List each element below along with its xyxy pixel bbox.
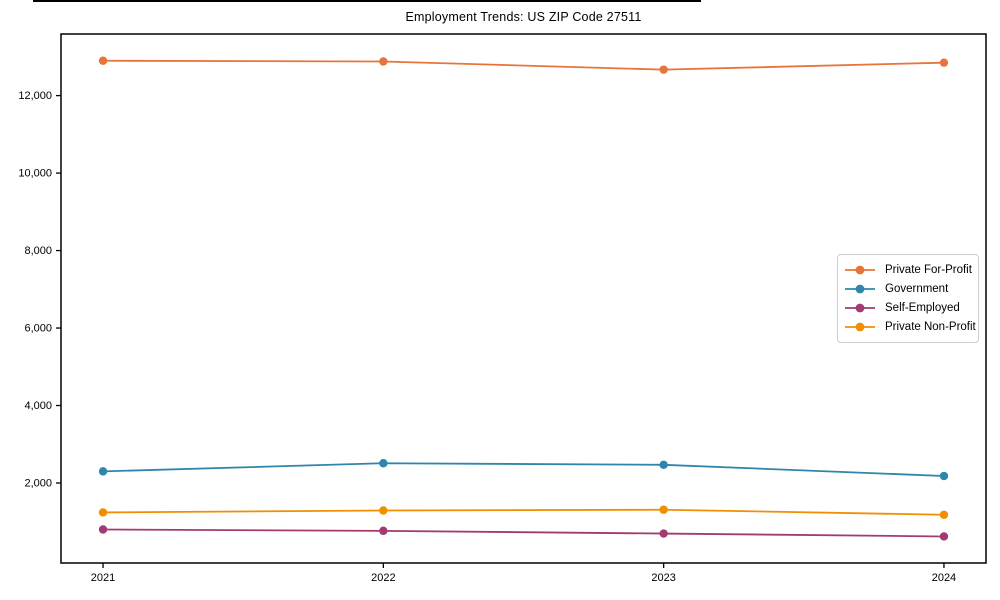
line-series-1 <box>102 462 945 477</box>
data-point <box>939 510 949 519</box>
data-point <box>659 460 668 469</box>
data-point <box>379 506 388 515</box>
line-series-2 <box>102 528 945 538</box>
data-point <box>659 529 668 538</box>
legend-dot <box>855 284 865 294</box>
legend-label: Private Non-Profit <box>885 321 976 333</box>
legend-label: Self-Employed <box>885 302 960 314</box>
legend: Private For-Profit Government Self-Employe… <box>837 254 979 343</box>
y-axis-tick-label: 4,000 <box>24 400 52 412</box>
data-point <box>98 525 108 534</box>
axes-spines <box>60 33 987 564</box>
legend-line-marker-icon <box>845 322 875 332</box>
line-series-3 <box>102 508 945 516</box>
y-axis-tick-label: 8,000 <box>24 245 52 257</box>
data-point <box>98 467 108 476</box>
legend-item: Government <box>844 280 970 298</box>
data-point <box>379 459 388 468</box>
legend-line-marker-icon <box>845 265 875 275</box>
data-point <box>939 471 949 481</box>
legend-label: Government <box>885 283 949 295</box>
legend-item: Private Non-Profit <box>844 318 976 336</box>
y-axis-tick-label: 6,000 <box>24 323 52 335</box>
window-edge-artifact-line <box>33 0 701 2</box>
chart-title: Employment Trends: US ZIP Code 27511 <box>405 10 642 24</box>
y-axis-tick-label: 2,000 <box>24 478 52 490</box>
x-axis-tick-label: 2024 <box>932 572 956 584</box>
data-point <box>379 57 388 66</box>
x-axis-tick-label: 2022 <box>371 572 395 584</box>
line-series-0 <box>102 59 945 71</box>
data-point <box>379 526 388 536</box>
legend-item: Self-Employed <box>844 299 970 317</box>
legend-dot <box>855 322 865 332</box>
x-axis-tick-label: 2021 <box>91 572 115 584</box>
legend-line-marker-icon <box>845 284 875 294</box>
data-point <box>939 532 949 541</box>
legend-dot <box>855 303 865 313</box>
legend-item: Private For-Profit <box>844 261 972 279</box>
data-point <box>939 58 949 67</box>
data-point <box>659 65 668 74</box>
y-axis-tick-label: 10,000 <box>18 168 52 180</box>
legend-line-marker-icon <box>845 303 875 313</box>
data-point <box>659 505 668 514</box>
data-point <box>98 56 108 65</box>
y-axis-tick-label: 12,000 <box>18 90 52 102</box>
legend-dot <box>855 265 865 275</box>
x-axis-tick-label: 2023 <box>651 572 675 584</box>
legend-label: Private For-Profit <box>885 264 972 276</box>
data-point <box>98 508 108 517</box>
